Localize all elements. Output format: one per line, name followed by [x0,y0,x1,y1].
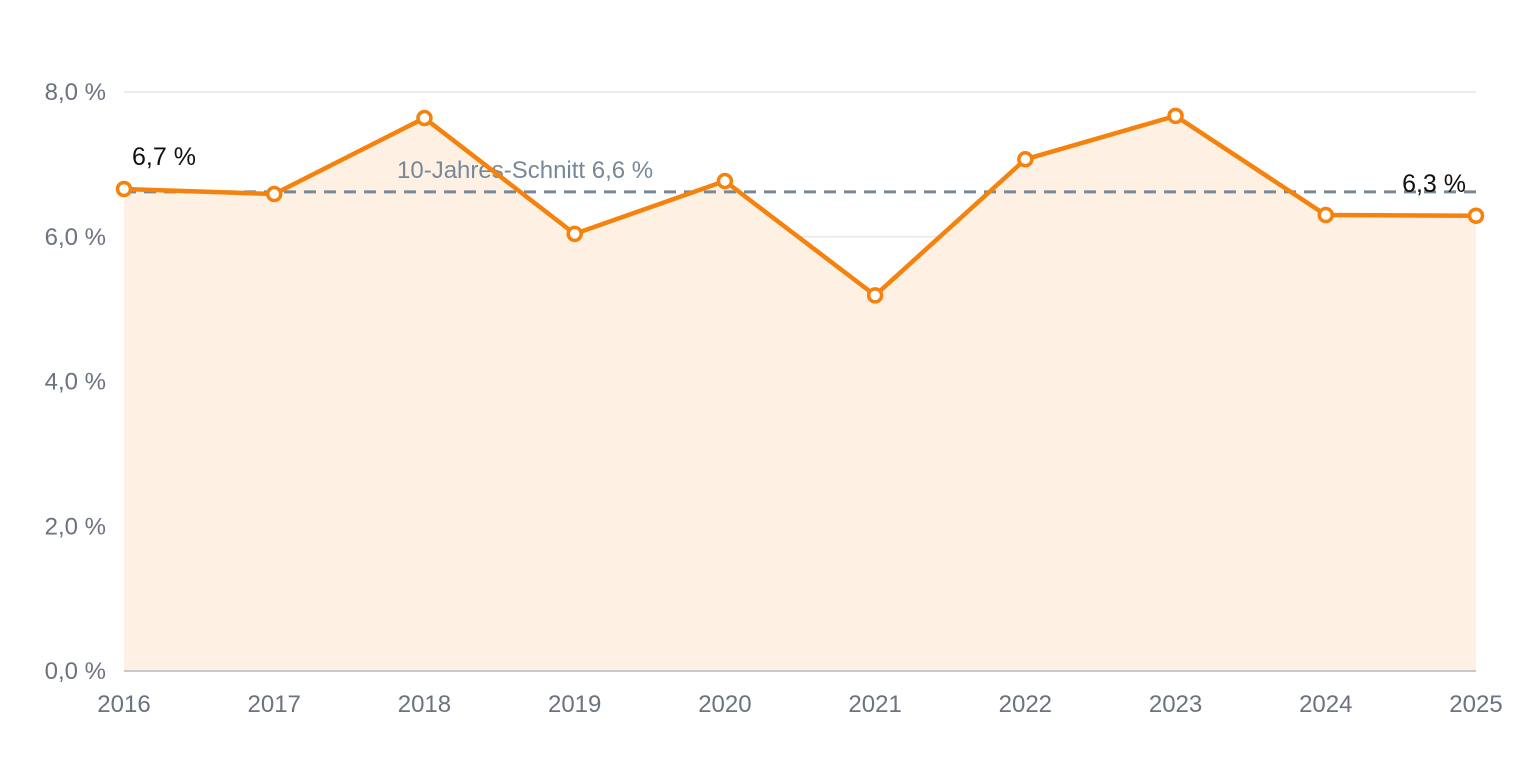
series-line [121,113,1479,298]
x-tick-label: 2022 [999,691,1052,718]
data-point-2019 [566,225,583,243]
data-point-2020 [716,172,734,190]
x-tick-label: 2024 [1299,691,1352,718]
y-tick-label: 4,0 % [45,369,106,396]
x-tick-label: 2021 [848,691,901,718]
area-fill [124,115,1476,672]
x-tick-label: 2023 [1149,691,1202,718]
x-tick-label: 2025 [1449,691,1502,718]
series-line-layer [121,113,1479,298]
data-point-2017 [265,185,283,203]
data-points [115,107,1485,304]
area-fill-layer [124,115,1476,672]
x-tick-label: 2016 [97,691,150,718]
y-tick-label: 0,0 % [45,658,106,685]
y-tick-label: 6,0 % [45,224,106,251]
data-point-2025 [1467,207,1485,225]
data-point-2021 [866,287,884,304]
data-point-2022 [1017,151,1034,168]
average-reference-label: 10-Jahres-Schnitt 6,6 % [397,157,653,184]
y-tick-label: 8,0 % [45,79,106,106]
data-label-2016: 6,7 % [132,143,196,171]
x-tick-label: 2018 [398,691,451,718]
reference-line-layer: 10-Jahres-Schnitt 6,6 % [124,157,1476,194]
y-tick-label: 2,0 % [45,513,106,540]
x-tick-label: 2020 [698,691,751,718]
x-tick-label: 2017 [248,691,301,718]
y-axis-tick-labels: 0,0 % 2,0 % 4,0 % 6,0 % 8,0 % [45,79,106,685]
x-tick-label: 2019 [548,691,601,718]
data-labels: 6,7 % 6,3 % [132,143,1466,198]
data-point-2016 [115,180,133,198]
data-point-2023 [1167,107,1184,125]
x-axis-tick-labels: 2016 2017 2018 2019 2020 2021 2022 2023 2024 2025 [97,691,1502,718]
data-label-2025: 6,3 % [1402,170,1466,198]
data-point-2024 [1317,206,1335,224]
data-point-2018 [416,109,433,127]
